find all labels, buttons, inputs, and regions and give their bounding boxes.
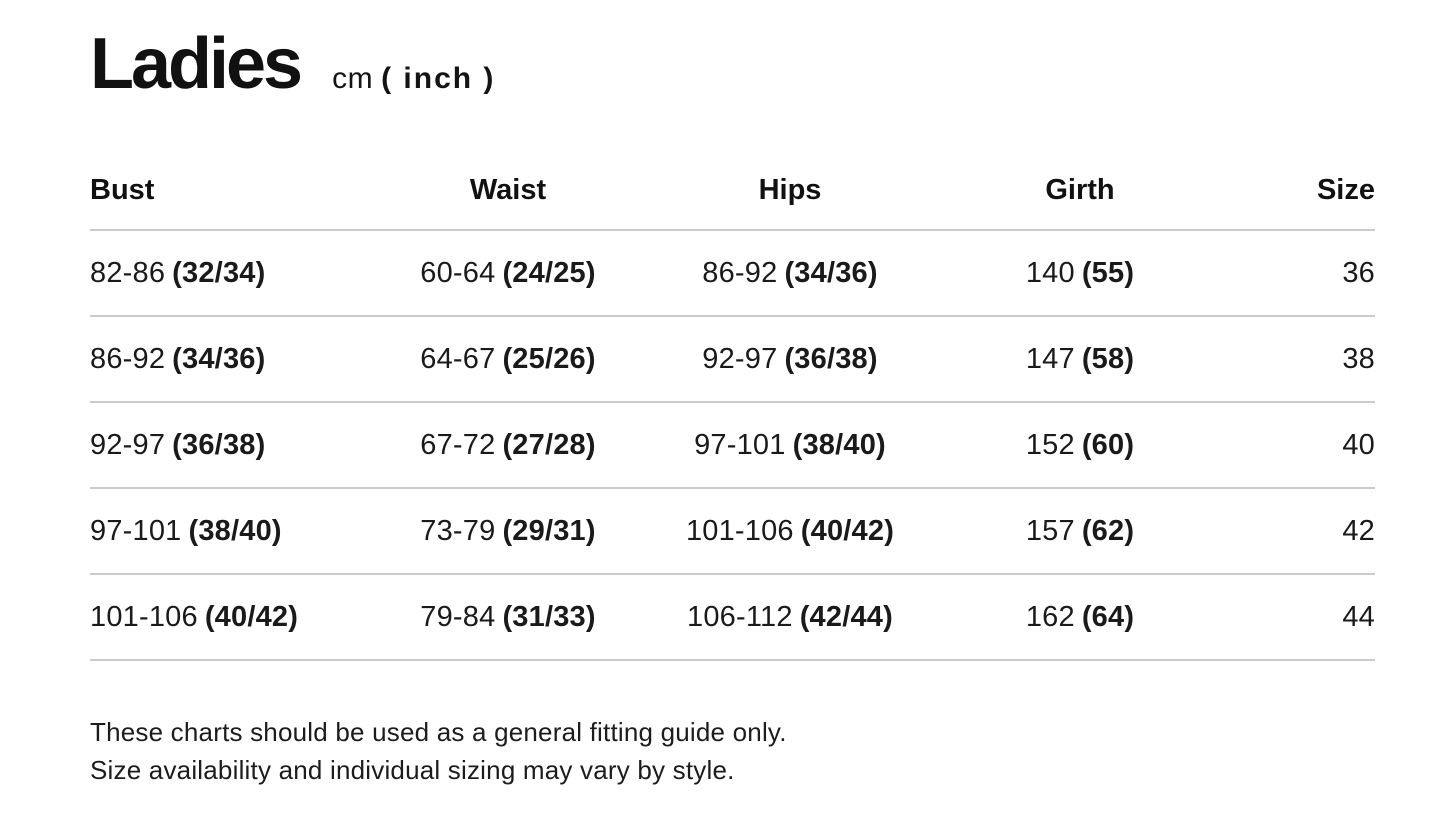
bust-cm: 101-106 [90,600,198,633]
size-cell: 44 [1220,574,1375,661]
girth-inch: (58) [1081,342,1135,375]
column-header-girth: Girth [940,106,1220,231]
bust-cm: 92-97 [90,428,166,461]
waist-cm: 73-79 [420,514,496,547]
girth-cell: 157 (62) [940,488,1220,575]
girth-cm: 157 [1025,514,1075,547]
bust-inch: (36/38) [172,428,266,461]
hips-inch: (34/36) [784,256,878,289]
size-chart-page: Ladies cm( inch ) Bust Waist Hips Girth … [90,28,1375,789]
size-cell: 40 [1220,402,1375,489]
size-cell: 42 [1220,488,1375,575]
bust-inch: (38/40) [188,514,282,547]
unit-inch-label: ( inch ) [381,62,496,95]
waist-cm: 67-72 [420,428,496,461]
table-header-row: Bust Waist Hips Girth Size [90,106,1375,231]
footnote: These charts should be used as a general… [90,713,1375,789]
hips-cm: 86-92 [702,256,778,289]
hips-cell: 86-92 (34/36) [640,230,940,317]
bust-cell: 97-101 (38/40) [90,488,376,575]
column-header-bust: Bust [90,106,376,231]
girth-cell: 162 (64) [940,574,1220,661]
waist-inch: (29/31) [502,514,596,547]
hips-inch: (36/38) [784,342,878,375]
hips-inch: (42/44) [799,600,893,633]
table-row: 82-86 (32/34) 60-64 (24/25) 86-92 (34/36) 1… [90,230,1375,317]
girth-cell: 152 (60) [940,402,1220,489]
unit-cm-label: cm [332,62,374,95]
girth-cell: 140 (55) [940,230,1220,317]
waist-cell: 67-72 (27/28) [376,402,640,489]
bust-inch: (34/36) [172,342,266,375]
waist-cm: 64-67 [420,342,496,375]
hips-cm: 92-97 [702,342,778,375]
unit-note: cm( inch ) [332,62,495,96]
girth-cm: 152 [1025,428,1075,461]
girth-cm: 140 [1025,256,1075,289]
bust-inch: (40/42) [204,600,299,633]
girth-cell: 147 (58) [940,316,1220,403]
girth-cm: 147 [1025,342,1075,375]
table-row: 92-97 (36/38) 67-72 (27/28) 97-101 (38/40) … [90,402,1375,489]
bust-cell: 101-106 (40/42) [90,574,376,661]
bust-cell: 82-86 (32/34) [90,230,376,317]
bust-cm: 86-92 [90,342,166,375]
hips-inch: (38/40) [792,428,886,461]
column-header-waist: Waist [376,106,640,231]
footnote-line-2: Size availability and individual sizing … [90,755,735,785]
waist-inch: (24/25) [502,256,596,289]
waist-inch: (25/26) [502,342,596,375]
table-row: 86-92 (34/36) 64-67 (25/26) 92-97 (36/38) 1… [90,316,1375,403]
hips-inch: (40/42) [800,514,895,547]
girth-cm: 162 [1025,600,1075,633]
waist-cm: 79-84 [420,600,496,633]
girth-inch: (64) [1081,600,1135,633]
column-header-size: Size [1220,106,1375,231]
bust-cell: 86-92 (34/36) [90,316,376,403]
waist-inch: (27/28) [502,428,596,461]
bust-inch: (32/34) [172,256,266,289]
table-body: 82-86 (32/34) 60-64 (24/25) 86-92 (34/36) 1… [90,230,1375,661]
waist-cell: 79-84 (31/33) [376,574,640,661]
hips-cell: 101-106 (40/42) [640,488,940,575]
girth-inch: (55) [1081,256,1135,289]
table-row: 97-101 (38/40) 73-79 (29/31) 101-106 (40/42… [90,488,1375,575]
size-cell: 36 [1220,230,1375,317]
hips-cm: 101-106 [685,514,794,547]
page-title: Ladies [90,24,303,104]
waist-inch: (31/33) [502,600,596,633]
waist-cell: 73-79 (29/31) [376,488,640,575]
girth-inch: (62) [1081,514,1135,547]
table-header: Bust Waist Hips Girth Size [90,106,1375,231]
bust-cm: 97-101 [90,514,182,547]
waist-cell: 60-64 (24/25) [376,230,640,317]
page-title-block: Ladies cm( inch ) [90,28,1375,106]
column-header-hips: Hips [640,106,940,231]
waist-cell: 64-67 (25/26) [376,316,640,403]
hips-cell: 106-112 (42/44) [640,574,940,661]
girth-inch: (60) [1081,428,1135,461]
hips-cell: 97-101 (38/40) [640,402,940,489]
bust-cm: 82-86 [90,256,166,289]
hips-cm: 97-101 [694,428,786,461]
bust-cell: 92-97 (36/38) [90,402,376,489]
footnote-line-1: These charts should be used as a general… [90,717,787,747]
hips-cell: 92-97 (36/38) [640,316,940,403]
size-chart-table: Bust Waist Hips Girth Size 82-86 (32/34) … [90,106,1375,661]
waist-cm: 60-64 [420,256,496,289]
table-row: 101-106 (40/42) 79-84 (31/33) 106-112 (42/4… [90,574,1375,661]
size-cell: 38 [1220,316,1375,403]
hips-cm: 106-112 [687,600,793,633]
